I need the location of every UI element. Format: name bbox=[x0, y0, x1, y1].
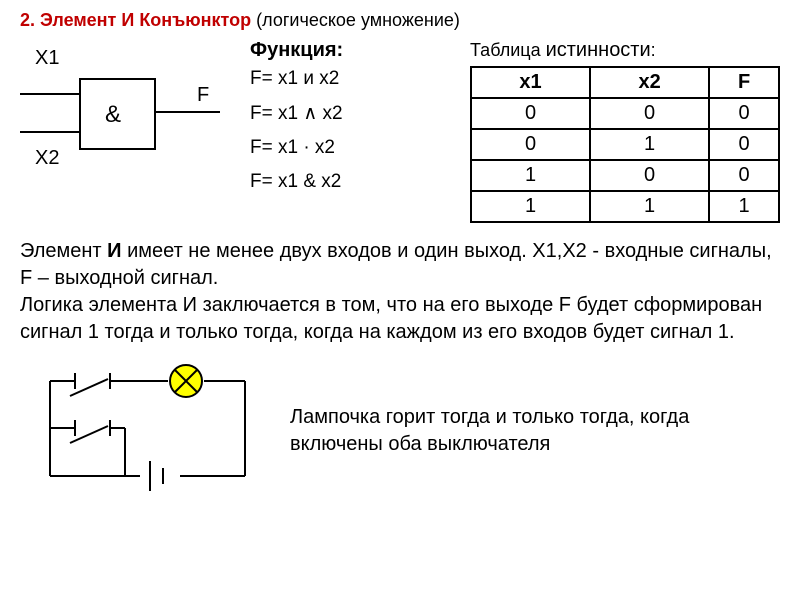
table-header: x2 bbox=[590, 67, 709, 98]
truth-table-section: Таблица истинности: x1 x2 F 0 0 0 0 1 0 … bbox=[470, 39, 780, 223]
table-row: 0 1 0 bbox=[471, 129, 779, 160]
table-row: 1 1 1 bbox=[471, 191, 779, 222]
circuit-description: Лампочка горит тогда и только тогда, ког… bbox=[290, 404, 780, 458]
function-notations: Функция: F= x1 и x2 F= x1 ∧ x2 F= x1 · x… bbox=[250, 39, 450, 223]
heading-title: Элемент И Конъюнктор bbox=[40, 10, 251, 30]
gate-input2-label: X2 bbox=[35, 147, 59, 170]
table-header: F bbox=[709, 67, 779, 98]
bottom-row: Лампочка горит тогда и только тогда, ког… bbox=[20, 361, 780, 501]
table-header: x1 bbox=[471, 67, 590, 98]
function-line: F= x1 & x2 bbox=[250, 171, 450, 193]
top-row: X1 X2 & F Функция: F= x1 и x2 F= x1 ∧ x2… bbox=[20, 39, 780, 223]
function-line: F= x1 · x2 bbox=[250, 137, 450, 159]
truth-table-title: Таблица истинности: bbox=[470, 39, 780, 62]
function-line: F= x1 и x2 bbox=[250, 68, 450, 90]
heading-number: 2. bbox=[20, 10, 35, 30]
table-row: 0 0 0 bbox=[471, 98, 779, 129]
gate-output-label: F bbox=[197, 84, 209, 107]
heading-subtitle: (логическое умножение) bbox=[256, 10, 460, 30]
functions-title: Функция: bbox=[250, 39, 450, 62]
function-line: F= x1 ∧ x2 bbox=[250, 102, 450, 125]
logic-gate-diagram: X1 X2 & F bbox=[20, 39, 230, 184]
section-heading: 2. Элемент И Конъюнктор (логическое умно… bbox=[20, 10, 780, 31]
gate-input1-label: X1 bbox=[35, 47, 59, 70]
table-header-row: x1 x2 F bbox=[471, 67, 779, 98]
description-text: Элемент И имеет не менее двух входов и о… bbox=[20, 238, 780, 346]
circuit-diagram bbox=[20, 361, 265, 501]
table-row: 1 0 0 bbox=[471, 160, 779, 191]
gate-symbol: & bbox=[105, 101, 121, 129]
truth-table: x1 x2 F 0 0 0 0 1 0 1 0 0 1 1 1 bbox=[470, 66, 780, 223]
